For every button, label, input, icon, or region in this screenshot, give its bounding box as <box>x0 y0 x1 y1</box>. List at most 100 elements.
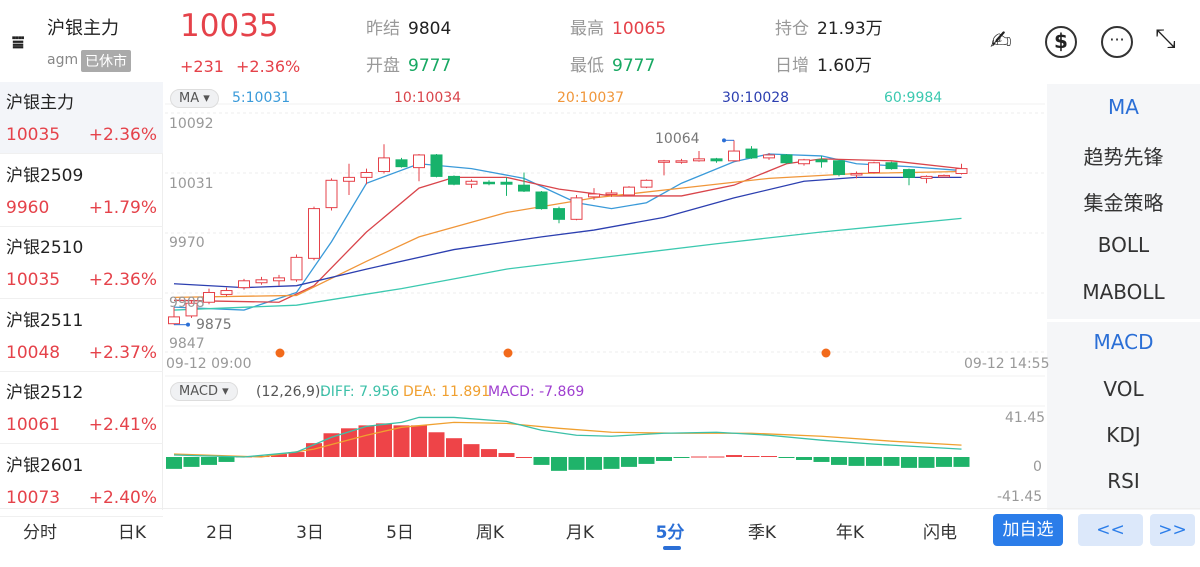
indicator-panel <box>1047 84 1200 510</box>
candle-up <box>763 154 775 159</box>
sidebar-contract-item[interactable]: 沪银2510 10035 +2.36% <box>0 227 163 299</box>
sign-pen-icon[interactable]: ✍ <box>990 26 1012 56</box>
indicator-kdj[interactable]: KDJ <box>1106 423 1141 447</box>
ma60-line <box>173 217 962 311</box>
ma-indicator-chip[interactable]: MA ▾ <box>170 89 219 108</box>
contract-quote: 10061 +2.41% <box>6 415 157 435</box>
stat-value: 10065 <box>612 19 667 39</box>
candle-up <box>570 197 583 220</box>
ma30-line <box>173 176 962 289</box>
sidebar-contract-item[interactable]: 沪银2511 10048 +2.37% <box>0 300 163 372</box>
list-toggle-icon[interactable]: ⩸ <box>12 30 25 54</box>
macd-bar-positive <box>288 452 305 457</box>
more-icon[interactable]: ··· <box>1101 26 1133 58</box>
indicator-maboll[interactable]: MABOLL <box>1082 280 1165 304</box>
macd-bar-negative <box>656 457 672 461</box>
indicator-集金策略[interactable]: 集金策略 <box>1083 191 1164 215</box>
indicator-macd[interactable]: MACD <box>1093 330 1154 354</box>
instrument-title: 沪银主力 <box>47 18 119 39</box>
candle-up <box>605 192 618 195</box>
contract-name: 沪银2510 <box>6 238 84 258</box>
stat-label: 最高 <box>570 19 604 39</box>
candle-up <box>220 290 233 295</box>
macd-params: (12,26,9): <box>256 384 326 400</box>
contract-quote: 10035 +2.36% <box>6 270 157 290</box>
tab-9[interactable]: 年K <box>835 523 865 543</box>
price-change-pct: +2.36% <box>236 57 301 76</box>
sidebar-contract-item[interactable]: 沪银2512 10061 +2.41% <box>0 372 163 444</box>
stat-value: 9804 <box>408 19 452 39</box>
macd-bar-negative <box>953 457 970 467</box>
contract-price: 10048 <box>6 342 61 363</box>
price-change: +231 <box>180 57 224 76</box>
tab-4[interactable]: 5日 <box>386 523 414 543</box>
sidebar-contract-item[interactable]: 沪银主力 10035 +2.36% <box>0 82 163 154</box>
tab-1[interactable]: 日K <box>117 523 147 543</box>
stat-2: 最高 10065 <box>570 14 666 39</box>
sidebar-contract-item[interactable]: 沪银2509 9960 +1.79% <box>0 155 163 227</box>
contract-quote: 10048 +2.37% <box>6 343 157 363</box>
stat-5: 日增 1.60万 <box>775 51 872 76</box>
next-button[interactable]: >> <box>1150 514 1195 546</box>
macd-bar-negative <box>201 457 217 465</box>
macd-bar-positive <box>411 425 427 457</box>
ma-legend-item: 20:10037 <box>557 90 625 106</box>
contract-pct: +2.40% <box>88 487 157 508</box>
contract-pct: +2.36% <box>88 270 157 290</box>
indicator-rsi[interactable]: RSI <box>1107 469 1140 493</box>
tab-3[interactable]: 3日 <box>296 523 324 543</box>
last-price: 10035 <box>180 8 279 44</box>
tab-7[interactable]: 5分 <box>655 523 685 543</box>
macd-bar-negative <box>796 457 812 460</box>
contract-price: 9960 <box>6 197 50 218</box>
candle-up <box>640 179 653 188</box>
candle-up <box>168 316 180 325</box>
tab-2[interactable]: 2日 <box>206 523 234 543</box>
candle-down <box>518 184 530 192</box>
macd-bar-negative <box>551 457 567 471</box>
candle-down <box>535 191 548 210</box>
price-axis-label: 9908 <box>169 295 205 311</box>
diff-line <box>173 416 962 458</box>
ma-legend-item: 10:10034 <box>394 90 462 106</box>
event-marker[interactable] <box>503 348 513 358</box>
tab-10[interactable]: 闪电 <box>923 523 957 543</box>
indicator-ma[interactable]: MA <box>1108 95 1139 119</box>
stat-value: 1.60万 <box>817 56 872 76</box>
ma-legend-item: 30:10028 <box>722 90 790 106</box>
candle-down <box>885 162 898 170</box>
candle-up <box>273 277 285 282</box>
prev-button[interactable]: << <box>1078 514 1143 546</box>
sidebar-contract-item[interactable]: 沪银2601 10073 +2.40% <box>0 445 163 517</box>
indicator-divider <box>1047 319 1200 322</box>
candle-up <box>255 279 268 284</box>
currency-exchange-icon[interactable]: $ <box>1045 26 1077 58</box>
candle-down <box>553 208 565 220</box>
macd-bar-negative <box>166 457 182 469</box>
candle-down <box>500 181 513 185</box>
macd-bar-negative <box>883 457 900 466</box>
tab-5[interactable]: 周K <box>475 523 505 543</box>
candle-up <box>378 157 390 173</box>
indicator-趋势先锋[interactable]: 趋势先锋 <box>1083 145 1164 169</box>
macd-indicator-chip[interactable]: MACD ▾ <box>170 382 238 401</box>
contract-sidebar: 沪银主力 10035 +2.36% 沪银2509 9960 +1.79% 沪银2510 100… <box>0 82 163 517</box>
time-axis-start: 09-12 09:00 <box>166 356 252 372</box>
tab-8[interactable]: 季K <box>747 523 777 543</box>
collapse-icon[interactable]: ⤡ <box>1155 24 1176 54</box>
macd-legend-item: MACD: -7.869 <box>488 384 585 400</box>
event-marker[interactable] <box>821 348 831 358</box>
contract-price: 10061 <box>6 415 61 435</box>
tab-6[interactable]: 月K <box>565 523 595 543</box>
candle-down <box>833 160 845 175</box>
tab-0[interactable]: 分时 <box>23 523 57 543</box>
macd-bar-positive <box>271 454 287 457</box>
add-watchlist-button[interactable]: 加自选 <box>993 514 1063 546</box>
indicator-boll[interactable]: BOLL <box>1097 233 1150 257</box>
macd-bar-positive <box>743 456 760 458</box>
event-marker[interactable] <box>275 348 285 358</box>
indicator-vol[interactable]: VOL <box>1103 377 1144 401</box>
macd-bar-positive <box>498 453 515 457</box>
candle-up <box>238 280 250 289</box>
